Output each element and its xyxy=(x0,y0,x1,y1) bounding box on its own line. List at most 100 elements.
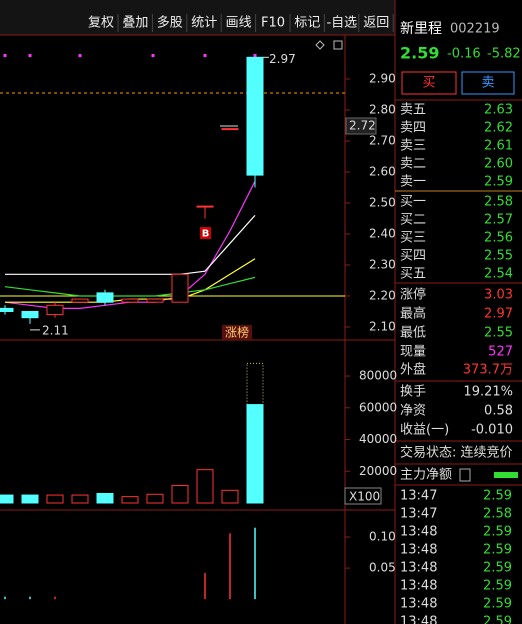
order-label: 卖二 xyxy=(400,157,426,172)
toolbar-button[interactable]: 标记 xyxy=(294,16,320,31)
buy-button[interactable] xyxy=(401,71,457,95)
volume-bar xyxy=(46,494,64,504)
stat-value: 3.03 xyxy=(484,288,513,303)
volume-bar xyxy=(171,485,189,504)
order-label: 卖四 xyxy=(400,121,426,136)
candle-body xyxy=(0,307,14,312)
stock-code: 002219 xyxy=(450,22,500,37)
toolbar-button[interactable]: F10 xyxy=(261,16,285,31)
square-icon[interactable] xyxy=(333,40,343,50)
stat-value: 527 xyxy=(488,345,513,360)
last-price: 2.59 xyxy=(400,44,439,63)
stat-label: 外盘 xyxy=(400,362,426,378)
cursor-box xyxy=(345,117,377,135)
tick-price: 2.59 xyxy=(483,525,512,540)
order-label: 买五 xyxy=(400,267,426,282)
signal-dot xyxy=(253,54,257,57)
y-tick-label: 20000 xyxy=(359,464,397,478)
volume-unit: X100 xyxy=(349,490,380,504)
volume-bar xyxy=(221,489,239,504)
y-tick-label: 0.10 xyxy=(369,530,396,544)
toolbar-bg xyxy=(0,0,395,35)
tick-price: 2.59 xyxy=(483,597,512,612)
diamond-icon[interactable] xyxy=(315,40,325,50)
tick-time: 13:48 xyxy=(400,525,437,540)
toolbar-button[interactable]: 返回 xyxy=(363,16,389,31)
tick-price: 2.59 xyxy=(483,489,512,504)
order-price: 2.57 xyxy=(484,213,513,228)
stat-label: 涨停 xyxy=(400,287,426,303)
order-price: 2.63 xyxy=(484,103,513,118)
toolbar-button[interactable]: 统计 xyxy=(191,16,217,31)
stock-name: 新里程 xyxy=(400,21,442,37)
stat-label: 现量 xyxy=(400,345,426,360)
order-price: 2.62 xyxy=(484,121,513,136)
signal-dot xyxy=(3,54,7,57)
stat-value: 2.97 xyxy=(484,307,513,322)
y-tick-label: 60000 xyxy=(359,400,397,414)
candle-body xyxy=(21,310,39,319)
volume-bar xyxy=(146,493,164,504)
stat-label: 净资 xyxy=(400,404,426,419)
volume-bar xyxy=(121,496,139,504)
marker-label: B xyxy=(202,229,210,240)
sell-label[interactable]: 卖 xyxy=(481,76,494,91)
candle-body xyxy=(71,298,89,303)
toolbar-button[interactable]: 叠加 xyxy=(122,16,148,31)
y-tick-label: 40000 xyxy=(359,432,397,446)
stat-label: 收益(一) xyxy=(400,423,449,438)
toolbar-button[interactable]: 画线 xyxy=(226,16,252,31)
buy-label[interactable]: 买 xyxy=(422,76,435,91)
order-price: 2.60 xyxy=(484,157,513,172)
y-tick-label: 2.50 xyxy=(369,195,396,209)
toolbar-button[interactable]: -自选 xyxy=(326,16,357,31)
low-label: 2.11 xyxy=(42,323,69,337)
signal-dot xyxy=(151,54,155,57)
order-price: 2.59 xyxy=(484,175,513,190)
order-price: 2.54 xyxy=(484,267,513,282)
candle-body xyxy=(121,298,139,303)
candle-body xyxy=(146,298,164,303)
y-tick-label: 0.05 xyxy=(369,561,396,575)
order-label: 卖三 xyxy=(400,139,426,154)
tick-price: 2.59 xyxy=(483,543,512,558)
signal-dot xyxy=(28,54,32,57)
tick-time: 13:48 xyxy=(400,561,437,576)
cursor-label: 2.72 xyxy=(349,119,376,133)
y-tick-label: 2.60 xyxy=(369,165,396,179)
tick-time: 13:48 xyxy=(400,579,437,594)
tick-time: 13:47 xyxy=(400,489,437,504)
y-tick-label: 2.70 xyxy=(369,134,396,148)
change-pct: -5.82 xyxy=(487,47,521,62)
y-tick-label: 2.90 xyxy=(369,72,396,86)
toolbar-button[interactable]: 复权 xyxy=(88,15,114,31)
volume-bar xyxy=(196,469,214,504)
unit-box xyxy=(344,487,382,505)
tag-box xyxy=(222,325,252,340)
y-tick-label: 2.20 xyxy=(369,288,396,302)
y-tick-label: 80000 xyxy=(359,369,397,383)
tick-price: 2.58 xyxy=(483,507,512,522)
high-label: 2.97 xyxy=(269,52,296,66)
tick-price: 2.59 xyxy=(483,615,512,624)
tick-time: 13:47 xyxy=(400,507,437,522)
tick-time: 13:48 xyxy=(400,543,437,558)
stat-value: -0.010 xyxy=(471,423,513,438)
stat-value: 2.55 xyxy=(484,326,513,341)
sell-button[interactable] xyxy=(461,71,515,95)
candle-body xyxy=(171,273,189,303)
candle-body xyxy=(221,128,239,131)
moving-average xyxy=(5,214,256,275)
stat-label: 最高 xyxy=(400,306,426,322)
flow-icon[interactable] xyxy=(459,468,471,482)
candle-body xyxy=(246,56,264,176)
tick-time: 13:48 xyxy=(400,597,437,612)
tag-label: 涨榜 xyxy=(225,325,249,340)
volume-bar xyxy=(246,404,264,504)
signal-dot xyxy=(203,54,207,57)
order-price: 2.61 xyxy=(484,139,513,154)
toolbar-button[interactable]: 多股 xyxy=(157,15,183,31)
volume-bar xyxy=(21,494,39,504)
